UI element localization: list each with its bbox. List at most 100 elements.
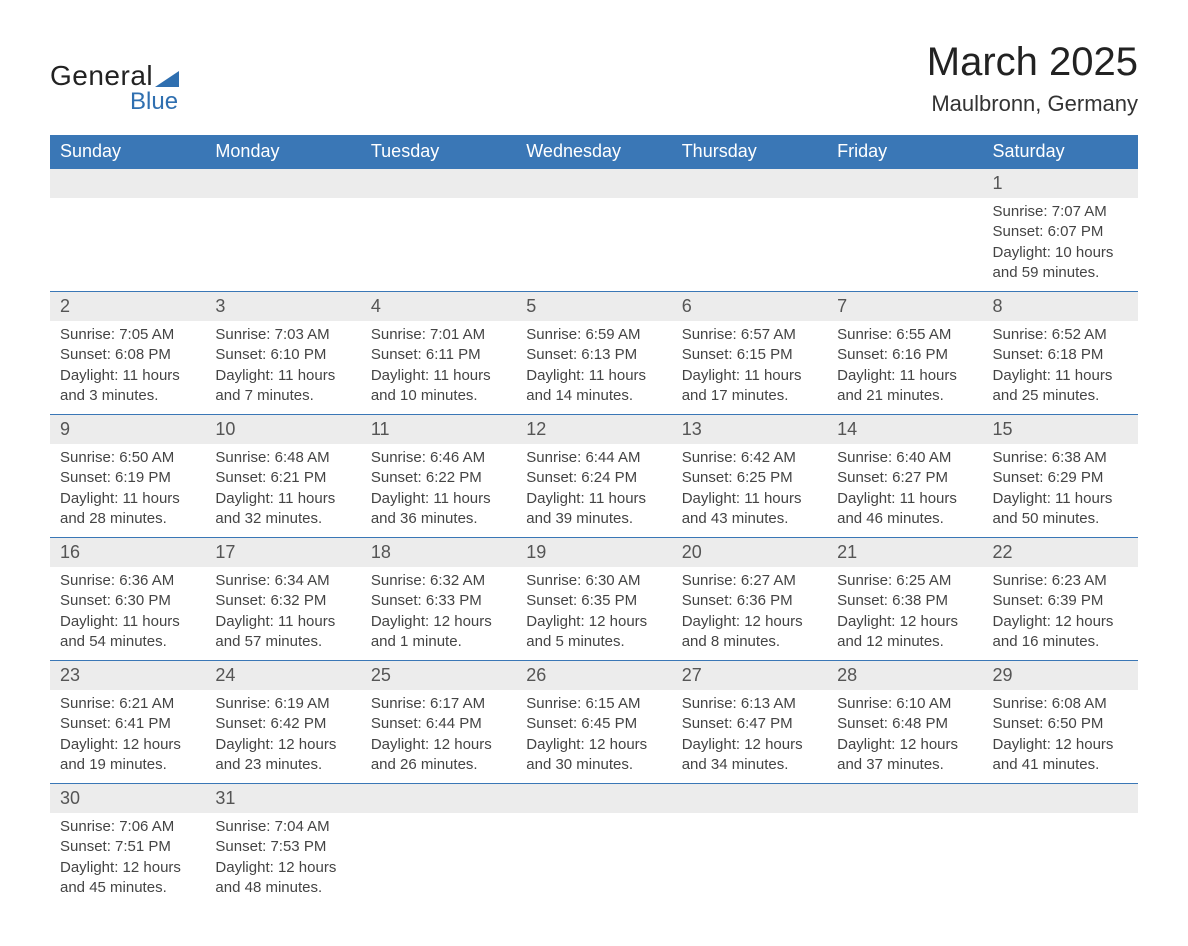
day-number-cell (516, 784, 671, 814)
daylight-text: Daylight: 12 hours (837, 735, 972, 755)
daylight-text: Daylight: 11 hours (215, 612, 350, 632)
day-detail-cell: Sunrise: 6:40 AMSunset: 6:27 PMDaylight:… (827, 444, 982, 538)
day-detail-cell: Sunrise: 6:42 AMSunset: 6:25 PMDaylight:… (672, 444, 827, 538)
day-number-cell: 10 (205, 415, 360, 445)
day-number-cell: 31 (205, 784, 360, 814)
daylight-text: and 5 minutes. (526, 632, 661, 652)
day-number-cell (827, 169, 982, 199)
sunrise-text: Sunrise: 6:59 AM (526, 325, 661, 345)
day-detail-cell: Sunrise: 6:34 AMSunset: 6:32 PMDaylight:… (205, 567, 360, 661)
title-block: March 2025 Maulbronn, Germany (927, 40, 1138, 117)
day-number-cell: 16 (50, 538, 205, 568)
sunrise-text: Sunrise: 6:30 AM (526, 571, 661, 591)
daylight-text: and 19 minutes. (60, 755, 195, 775)
day-detail-cell: Sunrise: 6:08 AMSunset: 6:50 PMDaylight:… (983, 690, 1138, 784)
daylight-text: Daylight: 12 hours (526, 735, 661, 755)
sunrise-text: Sunrise: 6:38 AM (993, 448, 1128, 468)
sunrise-text: Sunrise: 6:10 AM (837, 694, 972, 714)
sunrise-text: Sunrise: 6:36 AM (60, 571, 195, 591)
weekday-header: Thursday (672, 135, 827, 169)
day-detail-row: Sunrise: 6:50 AMSunset: 6:19 PMDaylight:… (50, 444, 1138, 538)
day-detail-row: Sunrise: 7:06 AMSunset: 7:51 PMDaylight:… (50, 813, 1138, 906)
day-detail-cell (361, 198, 516, 292)
sunrise-text: Sunrise: 6:50 AM (60, 448, 195, 468)
daylight-text: Daylight: 12 hours (371, 735, 506, 755)
day-number-row: 23242526272829 (50, 661, 1138, 691)
sunrise-text: Sunrise: 6:57 AM (682, 325, 817, 345)
sunrise-text: Sunrise: 6:25 AM (837, 571, 972, 591)
daylight-text: Daylight: 11 hours (526, 366, 661, 386)
sunset-text: Sunset: 6:16 PM (837, 345, 972, 365)
sunset-text: Sunset: 6:25 PM (682, 468, 817, 488)
day-detail-cell: Sunrise: 6:36 AMSunset: 6:30 PMDaylight:… (50, 567, 205, 661)
sunrise-text: Sunrise: 6:46 AM (371, 448, 506, 468)
day-detail-cell (205, 198, 360, 292)
day-number-cell: 24 (205, 661, 360, 691)
logo: General Blue (50, 60, 179, 116)
daylight-text: and 41 minutes. (993, 755, 1128, 775)
sunset-text: Sunset: 6:15 PM (682, 345, 817, 365)
day-number-cell: 2 (50, 292, 205, 322)
sunset-text: Sunset: 6:33 PM (371, 591, 506, 611)
daylight-text: Daylight: 12 hours (837, 612, 972, 632)
day-detail-cell (672, 813, 827, 906)
day-detail-cell: Sunrise: 7:07 AMSunset: 6:07 PMDaylight:… (983, 198, 1138, 292)
day-detail-cell (361, 813, 516, 906)
day-detail-cell: Sunrise: 6:59 AMSunset: 6:13 PMDaylight:… (516, 321, 671, 415)
day-detail-cell (983, 813, 1138, 906)
sunrise-text: Sunrise: 6:17 AM (371, 694, 506, 714)
day-number-cell: 11 (361, 415, 516, 445)
daylight-text: and 59 minutes. (993, 263, 1128, 283)
daylight-text: Daylight: 11 hours (993, 489, 1128, 509)
day-detail-cell: Sunrise: 6:44 AMSunset: 6:24 PMDaylight:… (516, 444, 671, 538)
daylight-text: and 48 minutes. (215, 878, 350, 898)
daylight-text: and 12 minutes. (837, 632, 972, 652)
sunset-text: Sunset: 6:42 PM (215, 714, 350, 734)
day-detail-cell: Sunrise: 7:06 AMSunset: 7:51 PMDaylight:… (50, 813, 205, 906)
daylight-text: Daylight: 11 hours (371, 366, 506, 386)
day-number-cell: 25 (361, 661, 516, 691)
day-detail-cell: Sunrise: 6:57 AMSunset: 6:15 PMDaylight:… (672, 321, 827, 415)
daylight-text: Daylight: 11 hours (993, 366, 1128, 386)
day-detail-cell: Sunrise: 7:04 AMSunset: 7:53 PMDaylight:… (205, 813, 360, 906)
sunset-text: Sunset: 6:41 PM (60, 714, 195, 734)
day-number-cell: 3 (205, 292, 360, 322)
weekday-header: Wednesday (516, 135, 671, 169)
daylight-text: Daylight: 12 hours (60, 735, 195, 755)
sunrise-text: Sunrise: 6:44 AM (526, 448, 661, 468)
weekday-header: Monday (205, 135, 360, 169)
sunset-text: Sunset: 6:48 PM (837, 714, 972, 734)
daylight-text: and 50 minutes. (993, 509, 1128, 529)
header: General Blue March 2025 Maulbronn, Germa… (50, 40, 1138, 117)
day-number-cell (983, 784, 1138, 814)
day-number-cell (827, 784, 982, 814)
daylight-text: and 32 minutes. (215, 509, 350, 529)
sunrise-text: Sunrise: 6:42 AM (682, 448, 817, 468)
sunset-text: Sunset: 6:32 PM (215, 591, 350, 611)
day-detail-row: Sunrise: 7:07 AMSunset: 6:07 PMDaylight:… (50, 198, 1138, 292)
sunrise-text: Sunrise: 6:27 AM (682, 571, 817, 591)
weekday-header: Sunday (50, 135, 205, 169)
daylight-text: Daylight: 12 hours (682, 735, 817, 755)
daylight-text: and 43 minutes. (682, 509, 817, 529)
weekday-header: Friday (827, 135, 982, 169)
day-detail-row: Sunrise: 7:05 AMSunset: 6:08 PMDaylight:… (50, 321, 1138, 415)
sunset-text: Sunset: 6:38 PM (837, 591, 972, 611)
day-number-cell: 22 (983, 538, 1138, 568)
day-detail-cell: Sunrise: 7:01 AMSunset: 6:11 PMDaylight:… (361, 321, 516, 415)
day-detail-cell: Sunrise: 6:25 AMSunset: 6:38 PMDaylight:… (827, 567, 982, 661)
day-number-cell (672, 169, 827, 199)
day-number-cell: 17 (205, 538, 360, 568)
day-number-cell: 29 (983, 661, 1138, 691)
day-number-cell (516, 169, 671, 199)
day-detail-cell: Sunrise: 7:03 AMSunset: 6:10 PMDaylight:… (205, 321, 360, 415)
sunset-text: Sunset: 6:29 PM (993, 468, 1128, 488)
daylight-text: and 28 minutes. (60, 509, 195, 529)
daylight-text: and 46 minutes. (837, 509, 972, 529)
sunrise-text: Sunrise: 6:15 AM (526, 694, 661, 714)
sunset-text: Sunset: 6:13 PM (526, 345, 661, 365)
sunrise-text: Sunrise: 6:52 AM (993, 325, 1128, 345)
sunrise-text: Sunrise: 6:32 AM (371, 571, 506, 591)
day-number-cell: 15 (983, 415, 1138, 445)
day-number-cell: 18 (361, 538, 516, 568)
